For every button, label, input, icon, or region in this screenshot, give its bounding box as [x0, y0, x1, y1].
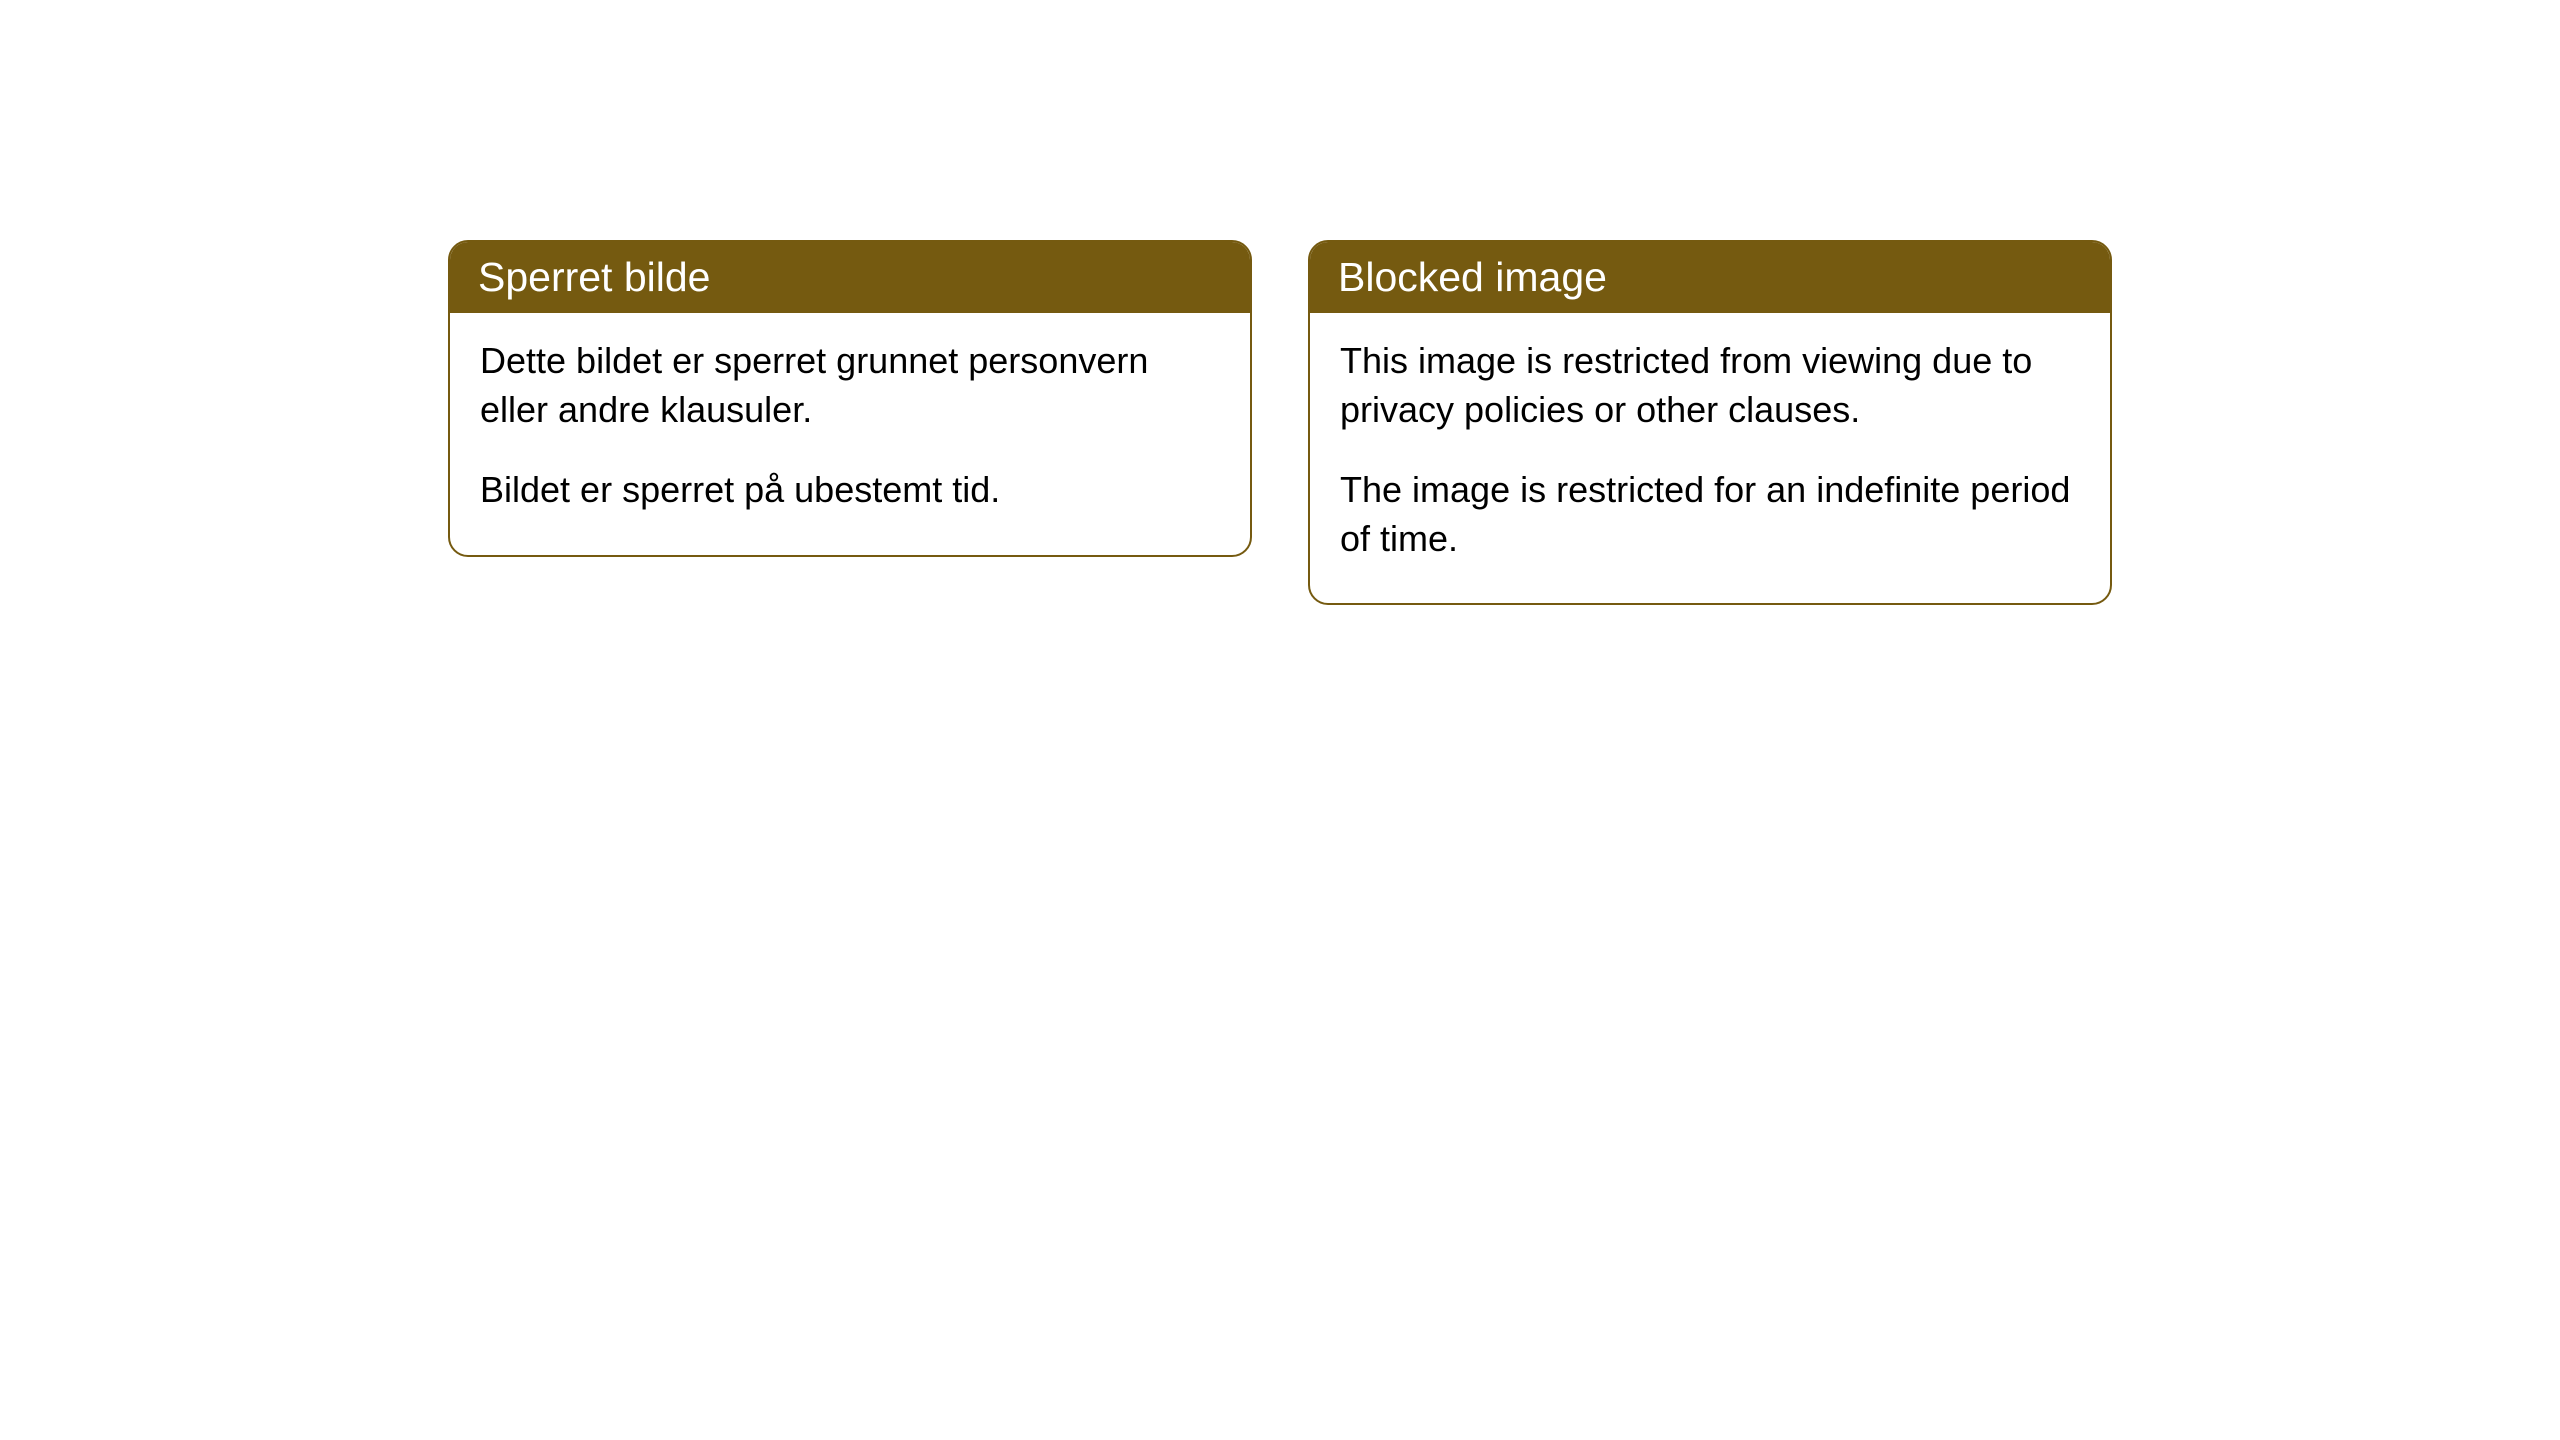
card-title: Sperret bilde — [478, 254, 710, 300]
card-body: This image is restricted from viewing du… — [1310, 313, 2110, 603]
card-paragraph: This image is restricted from viewing du… — [1340, 337, 2080, 434]
card-paragraph: The image is restricted for an indefinit… — [1340, 466, 2080, 563]
card-header: Sperret bilde — [450, 242, 1250, 313]
notice-card-norwegian: Sperret bilde Dette bildet er sperret gr… — [448, 240, 1252, 557]
card-header: Blocked image — [1310, 242, 2110, 313]
card-paragraph: Bildet er sperret på ubestemt tid. — [480, 466, 1220, 515]
card-body: Dette bildet er sperret grunnet personve… — [450, 313, 1250, 555]
notice-card-english: Blocked image This image is restricted f… — [1308, 240, 2112, 605]
notice-cards-container: Sperret bilde Dette bildet er sperret gr… — [448, 240, 2112, 1440]
card-title: Blocked image — [1338, 254, 1607, 300]
card-paragraph: Dette bildet er sperret grunnet personve… — [480, 337, 1220, 434]
